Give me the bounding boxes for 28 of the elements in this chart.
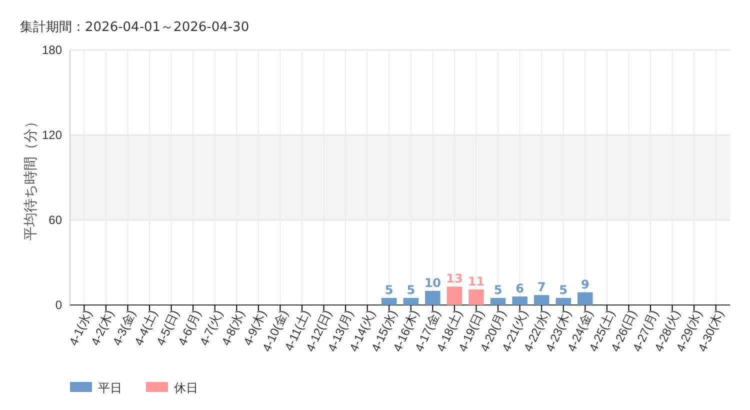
data-label: 6 — [516, 282, 524, 296]
data-label: 10 — [424, 276, 442, 290]
bar — [578, 292, 593, 305]
bar — [446, 286, 462, 305]
data-label: 5 — [494, 282, 502, 297]
bar — [381, 298, 397, 305]
bar — [425, 290, 440, 305]
y-axis-title: 平均待ち時間（分） — [23, 114, 39, 240]
bar — [490, 298, 506, 305]
chart-title: 集計期間：2026-04-01～2026-04-30 — [20, 20, 250, 35]
data-label: 5 — [406, 282, 416, 297]
y-tick-label: 120 — [42, 128, 62, 142]
data-label: 13 — [446, 272, 463, 286]
bar — [556, 298, 571, 305]
bar — [403, 298, 419, 305]
data-label: 5 — [384, 282, 394, 297]
data-label: 11 — [468, 274, 485, 288]
bar — [512, 296, 528, 305]
data-label: 5 — [559, 282, 568, 297]
data-label: 7 — [537, 280, 546, 294]
bar — [468, 289, 484, 305]
data-label: 9 — [580, 277, 590, 292]
legend-label: 平日 — [98, 381, 122, 395]
bar — [534, 295, 550, 305]
y-tick-label: 180 — [42, 42, 62, 57]
y-tick-label: 60 — [48, 212, 62, 227]
y-tick-label: 0 — [55, 298, 62, 312]
legend-label: 休日 — [174, 381, 198, 395]
